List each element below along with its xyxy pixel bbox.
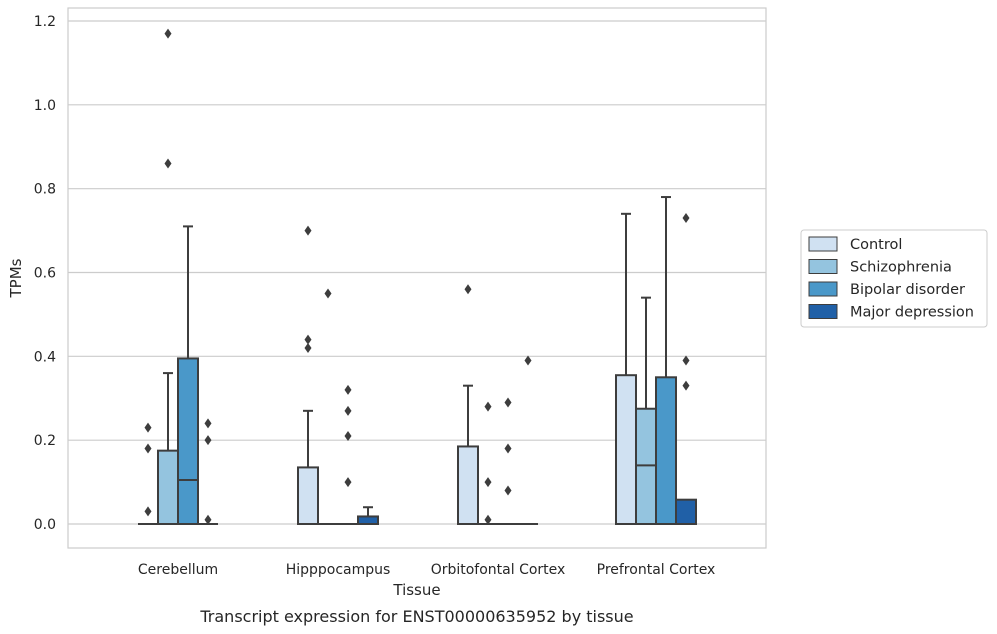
box bbox=[616, 214, 636, 524]
box bbox=[676, 213, 696, 524]
box bbox=[358, 507, 378, 524]
series-bipolar-disorder bbox=[178, 197, 676, 524]
outlier-point bbox=[345, 477, 352, 487]
legend-label: Control bbox=[850, 237, 902, 253]
outlier-point bbox=[345, 431, 352, 441]
box bbox=[298, 226, 318, 524]
box-body bbox=[636, 409, 656, 524]
legend-label: Schizophrenia bbox=[850, 260, 952, 276]
outlier-point bbox=[485, 402, 492, 412]
outlier-point bbox=[165, 29, 172, 39]
outlier-point bbox=[305, 335, 312, 345]
legend-swatch bbox=[809, 260, 837, 274]
outlier-point bbox=[683, 381, 690, 391]
box-body bbox=[358, 516, 378, 524]
box bbox=[338, 385, 358, 524]
box bbox=[636, 298, 656, 524]
box bbox=[178, 226, 198, 524]
outlier-point bbox=[525, 356, 532, 366]
outlier-point bbox=[465, 284, 472, 294]
legend: Control Schizophrenia Bipolar disorder Majo… bbox=[801, 230, 987, 327]
y-tick-label: 0.8 bbox=[34, 182, 56, 198]
y-axis-title: TPMs bbox=[7, 258, 25, 298]
outlier-point bbox=[485, 477, 492, 487]
legend-label: Bipolar disorder bbox=[850, 282, 965, 298]
box-body bbox=[616, 375, 636, 524]
box bbox=[158, 29, 178, 524]
x-tick-label: Orbitofontal Cortex bbox=[431, 562, 566, 578]
y-tick-label: 0.4 bbox=[34, 349, 56, 365]
y-tick-label: 1.0 bbox=[34, 98, 56, 114]
outlier-point bbox=[505, 444, 512, 454]
box bbox=[138, 423, 158, 524]
box-body bbox=[298, 467, 318, 524]
y-tick-label: 0.6 bbox=[34, 266, 56, 282]
legend-label: Major depression bbox=[850, 305, 974, 321]
box-body bbox=[458, 446, 478, 524]
y-tick-label: 0.2 bbox=[34, 433, 56, 449]
outlier-point bbox=[145, 444, 152, 454]
outlier-point bbox=[145, 423, 152, 433]
outlier-point bbox=[345, 385, 352, 395]
box-body bbox=[676, 500, 696, 524]
outlier-point bbox=[505, 397, 512, 407]
box bbox=[458, 284, 478, 524]
box bbox=[198, 418, 218, 524]
box-plot-chart: 0.0 0.2 0.4 0.6 0.8 1.0 1.2 Cerebellum Hipppoca… bbox=[0, 0, 997, 634]
y-tick-label: 1.2 bbox=[34, 14, 56, 30]
x-tick-labels: Cerebellum Hipppocampus Orbitofontal Corte… bbox=[138, 562, 715, 578]
box bbox=[656, 197, 676, 524]
outlier-point bbox=[683, 213, 690, 223]
outlier-point bbox=[505, 485, 512, 495]
figure-caption: Transcript expression for ENST0000063595… bbox=[199, 607, 633, 626]
legend-swatch bbox=[809, 282, 837, 296]
legend-swatch bbox=[809, 237, 837, 251]
outlier-point bbox=[205, 418, 212, 428]
outlier-point bbox=[305, 226, 312, 236]
outlier-point bbox=[325, 288, 332, 298]
box bbox=[318, 288, 338, 524]
series-control bbox=[138, 214, 636, 524]
x-tick-label: Prefrontal Cortex bbox=[597, 562, 716, 578]
box-series bbox=[138, 29, 696, 525]
outlier-point bbox=[205, 435, 212, 445]
box bbox=[498, 397, 518, 524]
outlier-point bbox=[683, 356, 690, 366]
box bbox=[478, 402, 498, 525]
y-tick-label: 0.0 bbox=[34, 517, 56, 533]
series-schizophrenia bbox=[158, 29, 656, 525]
box-body bbox=[178, 358, 198, 524]
x-tick-label: Cerebellum bbox=[138, 562, 218, 578]
outlier-point bbox=[165, 159, 172, 169]
legend-swatch bbox=[809, 305, 837, 319]
x-axis-title: Tissue bbox=[392, 581, 440, 599]
outlier-point bbox=[145, 506, 152, 516]
y-tick-labels: 0.0 0.2 0.4 0.6 0.8 1.0 1.2 bbox=[34, 14, 56, 533]
box-body bbox=[158, 451, 178, 524]
box-body bbox=[656, 377, 676, 524]
x-tick-label: Hipppocampus bbox=[286, 562, 391, 578]
outlier-point bbox=[345, 406, 352, 416]
